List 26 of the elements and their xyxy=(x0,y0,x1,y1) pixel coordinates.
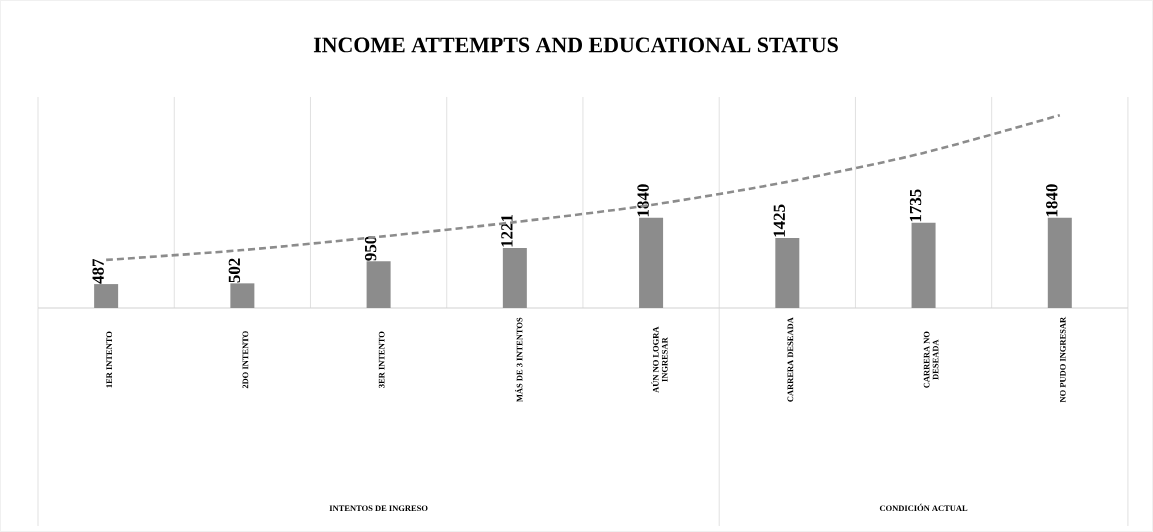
x-tick-label: AÚN NO LOGRA INGRESAR xyxy=(651,326,668,393)
text: CONDICIÓN ACTUAL xyxy=(879,503,968,512)
bar xyxy=(639,217,664,308)
x-tick-label: 2DO INTENTO xyxy=(242,331,249,389)
data-label: 1425 xyxy=(773,204,786,237)
bar xyxy=(94,284,119,308)
text: INTENTOS DE INGRESO xyxy=(329,505,428,512)
bar xyxy=(775,238,800,308)
bar xyxy=(366,261,391,308)
x-tick-label: CARRERA DESEADA xyxy=(787,317,794,402)
data-label: 1221 xyxy=(501,214,513,247)
bar xyxy=(911,222,936,308)
chart-title: INCOME ATTEMPTS AND EDUCATIONAL STATUS xyxy=(313,37,838,53)
bar xyxy=(1047,217,1072,308)
x-tick-label: 3ER INTENTO xyxy=(378,331,385,388)
x-tick-label: MÁS DE 3 INTENTOS xyxy=(515,317,523,402)
data-label: 487 xyxy=(92,258,104,284)
x-tick-label: CARRERA NO DESEADA xyxy=(923,331,939,388)
bar xyxy=(230,283,255,308)
data-label: 502 xyxy=(228,258,241,283)
data-label: 1840 xyxy=(1046,184,1058,217)
data-label: 1735 xyxy=(909,189,922,222)
x-tick-label: NO PUDO INGRESAR xyxy=(1060,316,1066,403)
data-label: 1840 xyxy=(637,184,649,217)
bar xyxy=(502,248,527,308)
x-tick-label: 1ER INTENTO xyxy=(106,331,113,388)
